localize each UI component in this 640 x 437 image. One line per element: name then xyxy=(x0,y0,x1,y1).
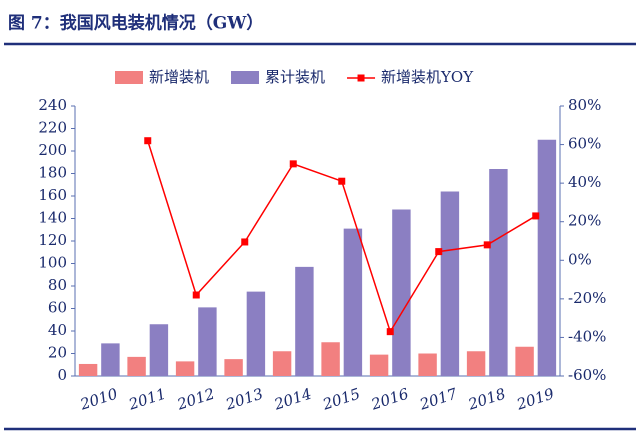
bar xyxy=(246,291,266,376)
y-tick-label: 40 xyxy=(48,321,67,339)
y2-tick-label: 20% xyxy=(568,212,601,230)
y-tick-label: 20 xyxy=(48,344,67,362)
y-tick-label: 140 xyxy=(38,209,67,227)
legend-label: 新增装机YOY xyxy=(381,68,474,86)
marker xyxy=(386,328,394,336)
x-tick-label: 2018 xyxy=(465,385,508,414)
legend-label: 新增装机 xyxy=(149,68,209,86)
bar xyxy=(343,228,363,376)
marker xyxy=(483,241,491,249)
marker xyxy=(192,291,200,299)
y2-tick-label: 60% xyxy=(568,135,601,153)
bar xyxy=(149,324,169,376)
y-tick-label: 200 xyxy=(38,141,67,159)
y-tick-label: 220 xyxy=(38,119,67,137)
x-tick-label: 2019 xyxy=(514,384,557,413)
y-tick-label: 120 xyxy=(38,231,67,249)
bar xyxy=(418,353,437,376)
bar xyxy=(78,363,98,376)
bar xyxy=(515,346,534,376)
y-tick-label: 180 xyxy=(38,164,67,182)
bar xyxy=(392,209,411,376)
y-tick-label: 160 xyxy=(38,186,67,204)
bar xyxy=(198,307,217,376)
y-tick-label: 100 xyxy=(38,254,67,272)
y2-tick-label: -40% xyxy=(568,327,606,345)
y-tick-label: 60 xyxy=(48,299,67,317)
legend-swatch xyxy=(231,71,260,84)
bar xyxy=(127,356,146,376)
y-tick-label: 0 xyxy=(57,366,67,384)
x-tick-label: 2012 xyxy=(174,385,217,414)
legend-swatch xyxy=(115,71,143,84)
bar xyxy=(489,169,508,376)
y2-tick-label: 40% xyxy=(568,173,601,191)
y2-tick-label: 0% xyxy=(568,250,592,268)
x-tick-label: 2010 xyxy=(77,384,120,413)
bar xyxy=(175,361,195,376)
marker xyxy=(435,248,443,256)
bar xyxy=(295,266,314,376)
bar xyxy=(224,359,243,376)
chart-title: 图 7：我国风电装机情况（GW） xyxy=(8,13,263,34)
x-tick-label: 2014 xyxy=(271,385,314,414)
x-tick-label: 2017 xyxy=(417,384,460,413)
bar xyxy=(272,351,292,376)
bar xyxy=(537,139,557,376)
bar xyxy=(466,351,486,376)
x-tick-label: 2016 xyxy=(368,384,411,413)
line xyxy=(147,140,537,334)
bar xyxy=(101,343,120,376)
marker xyxy=(289,160,297,168)
y2-tick-label: -20% xyxy=(568,289,606,307)
legend-label: 累计装机 xyxy=(265,68,325,86)
y2-tick-label: 80% xyxy=(568,96,601,114)
x-tick-label: 2011 xyxy=(126,385,169,414)
marker xyxy=(532,212,540,220)
bar xyxy=(440,191,460,376)
x-tick-label: 2013 xyxy=(223,385,266,414)
marker xyxy=(338,177,346,185)
bar xyxy=(369,354,389,376)
legend-swatch xyxy=(357,74,365,82)
bar xyxy=(321,342,340,376)
x-tick-label: 2015 xyxy=(320,385,363,414)
y-tick-label: 80 xyxy=(48,276,67,294)
marker xyxy=(241,238,249,246)
marker xyxy=(144,137,152,145)
y2-tick-label: -60% xyxy=(568,366,606,384)
y-tick-label: 240 xyxy=(38,96,67,114)
